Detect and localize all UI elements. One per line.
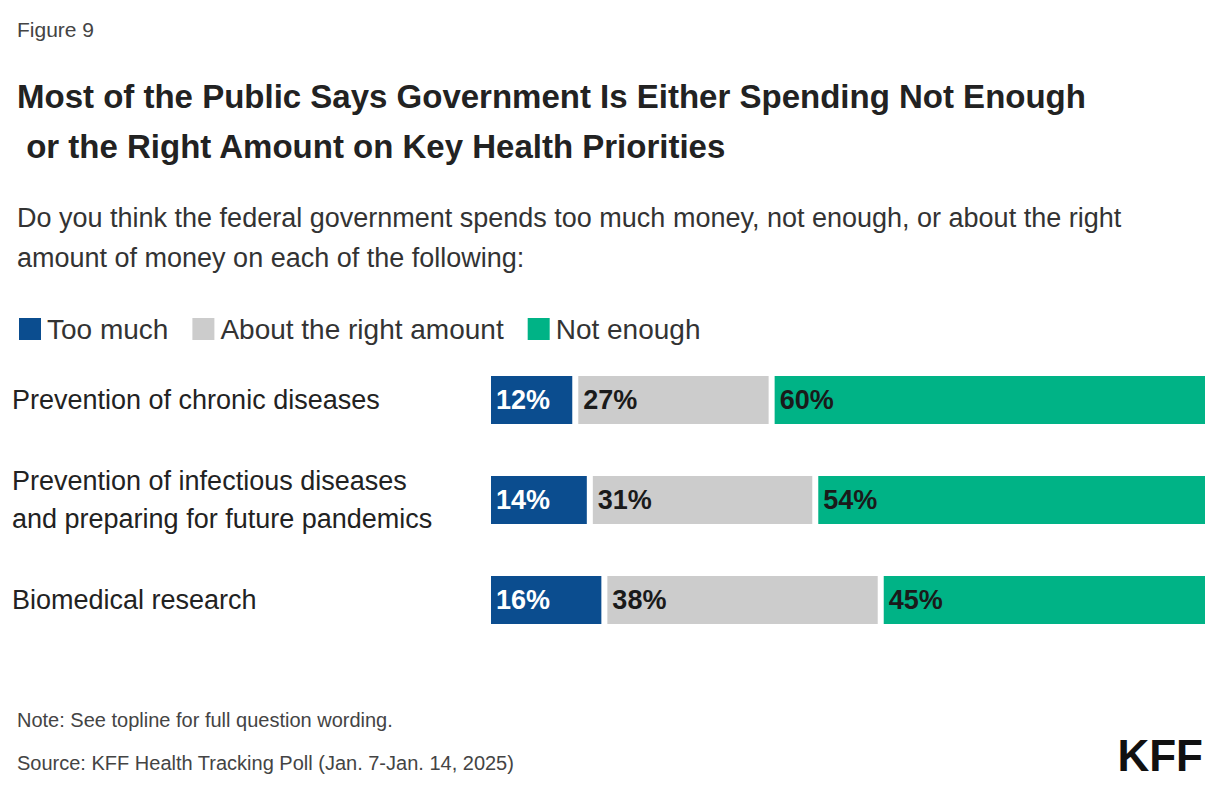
svg-text:Biomedical research: Biomedical research [12,585,257,615]
svg-text:amount of money on each of the: amount of money on each of the following… [17,243,524,273]
svg-text:54%: 54% [823,485,877,515]
svg-text:27%: 27% [583,385,637,415]
svg-text:16%: 16% [496,585,550,615]
svg-text:KFF: KFF [1117,731,1203,780]
svg-text:About the right amount: About the right amount [220,314,504,345]
svg-text:Prevention of chronic diseases: Prevention of chronic diseases [12,385,380,415]
svg-text:Figure 9: Figure 9 [17,18,94,41]
svg-text:14%: 14% [496,485,550,515]
svg-text:Most of the Public Says Govern: Most of the Public Says Government Is Ei… [17,78,1086,115]
svg-text:and preparing for future pande: and preparing for future pandemics [12,504,432,534]
svg-text:Source: KFF Health Tracking Po: Source: KFF Health Tracking Poll (Jan. 7… [17,752,514,774]
svg-text:12%: 12% [496,385,550,415]
svg-text:45%: 45% [889,585,943,615]
svg-text:60%: 60% [780,385,834,415]
svg-text:31%: 31% [598,485,652,515]
svg-text:Too much: Too much [47,314,168,345]
svg-text:38%: 38% [612,585,666,615]
svg-text:Not enough: Not enough [556,314,701,345]
svg-text:or the Right Amount on Key Hea: or the Right Amount on Key Health Priori… [17,128,725,165]
svg-text:Prevention of infectious disea: Prevention of infectious diseases [12,466,414,496]
svg-text:Note: See topline for full que: Note: See topline for full question word… [17,709,393,731]
svg-text:Do you think the federal gover: Do you think the federal government spen… [17,203,1129,233]
